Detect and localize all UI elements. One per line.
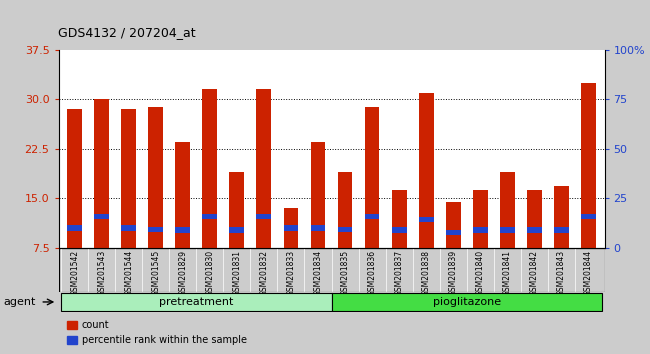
Text: GSM201835: GSM201835 (341, 250, 350, 296)
Bar (122, 225, 136, 230)
Bar (446, 201, 461, 297)
Bar (554, 227, 569, 233)
Bar (332, 293, 602, 311)
Bar (176, 227, 190, 233)
Text: GSM201545: GSM201545 (151, 250, 161, 296)
Bar (365, 107, 380, 297)
Text: GSM201831: GSM201831 (233, 250, 241, 296)
Bar (311, 225, 326, 230)
Bar (94, 214, 109, 219)
Bar (473, 227, 488, 233)
Bar (526, 227, 541, 233)
Bar (500, 227, 515, 233)
Text: GSM201833: GSM201833 (287, 250, 296, 296)
Bar (257, 214, 271, 219)
Text: GSM201544: GSM201544 (124, 250, 133, 296)
Bar (61, 293, 332, 311)
Text: GSM201834: GSM201834 (313, 250, 322, 296)
Text: GSM201838: GSM201838 (422, 250, 430, 296)
Bar (337, 172, 352, 297)
Bar (68, 225, 82, 230)
Text: pretreatment: pretreatment (159, 297, 233, 307)
Legend: count, percentile rank within the sample: count, percentile rank within the sample (63, 316, 251, 349)
Bar (94, 99, 109, 297)
Bar (202, 214, 217, 219)
Text: GSM201836: GSM201836 (367, 250, 376, 296)
Bar (311, 142, 326, 297)
Text: GSM201841: GSM201841 (502, 250, 512, 296)
Bar (581, 214, 595, 219)
Bar (419, 217, 434, 222)
Bar (473, 190, 488, 297)
Bar (202, 89, 217, 297)
Bar (500, 172, 515, 297)
Bar (392, 190, 406, 297)
Bar (68, 109, 82, 297)
Bar (229, 227, 244, 233)
Text: GSM201840: GSM201840 (476, 250, 485, 296)
Bar (148, 227, 163, 232)
Bar (392, 227, 406, 233)
Text: GSM201844: GSM201844 (584, 250, 593, 296)
Bar (283, 225, 298, 230)
Text: GSM201830: GSM201830 (205, 250, 214, 296)
Bar (419, 92, 434, 297)
Text: GSM201842: GSM201842 (530, 250, 539, 296)
Text: GSM201837: GSM201837 (395, 250, 404, 296)
Bar (337, 227, 352, 232)
Bar (148, 107, 163, 297)
Text: GSM201839: GSM201839 (448, 250, 458, 296)
Text: GSM201832: GSM201832 (259, 250, 268, 296)
Bar (257, 89, 271, 297)
Text: GSM201542: GSM201542 (70, 250, 79, 296)
Bar (176, 142, 190, 297)
Bar (283, 208, 298, 297)
Text: GSM201843: GSM201843 (557, 250, 566, 296)
Bar (554, 186, 569, 297)
Bar (229, 172, 244, 297)
Text: GSM201829: GSM201829 (178, 250, 187, 296)
Text: GDS4132 / 207204_at: GDS4132 / 207204_at (58, 26, 196, 39)
Bar (365, 214, 380, 219)
Text: agent: agent (3, 297, 36, 307)
Bar (526, 190, 541, 297)
Bar (581, 82, 595, 297)
Text: pioglitazone: pioglitazone (433, 297, 500, 307)
Text: GSM201543: GSM201543 (98, 250, 106, 296)
Bar (446, 230, 461, 235)
Bar (122, 109, 136, 297)
